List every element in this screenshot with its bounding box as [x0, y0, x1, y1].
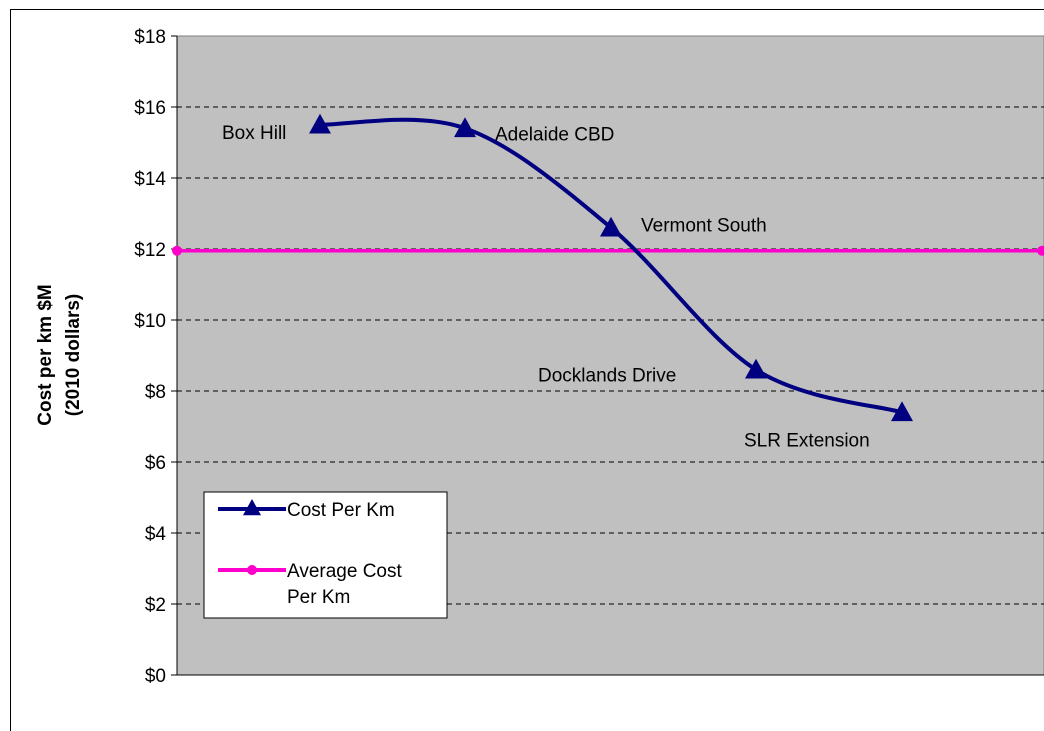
- data-label: Docklands Drive: [538, 366, 676, 387]
- y-axis-label-unit: (2010 dollars): [63, 294, 84, 417]
- y-tick-label: $10: [134, 311, 166, 332]
- y-tick-label: $16: [134, 98, 166, 119]
- cost-per-km-point: [745, 358, 767, 379]
- series-cost-per-km: [309, 113, 913, 422]
- cost-per-km-point: [309, 113, 331, 134]
- y-axis: $0 $2 $4 $6 $8 $10 $12 $14 $16 $18: [134, 27, 1044, 687]
- legend-label-average: Average Cost: [287, 561, 402, 582]
- series-average-cost-per-km: [172, 245, 1044, 256]
- y-tick-label: $12: [134, 240, 166, 261]
- y-tick-label: $4: [145, 524, 167, 545]
- y-tick-label: $0: [145, 666, 166, 687]
- cost-per-km-point: [454, 117, 476, 138]
- data-label: Box Hill: [222, 123, 286, 144]
- y-tick-label: $6: [145, 453, 166, 474]
- gridlines: [177, 106, 1044, 605]
- y-axis-label: Cost per km $M: [35, 284, 56, 425]
- legend: Cost Per Km Average Cost Per Km: [203, 491, 448, 619]
- y-tick-label: $14: [134, 169, 166, 190]
- average-point: [1037, 245, 1044, 256]
- y-tick-label: $8: [145, 382, 166, 403]
- cost-per-km-point: [600, 216, 622, 237]
- y-tick-label: $2: [145, 595, 166, 616]
- legend-marker-average: [247, 565, 257, 575]
- cost-per-km-point: [891, 401, 913, 422]
- data-label: Vermont South: [641, 216, 767, 237]
- legend-label-average-line2: Per Km: [287, 587, 350, 608]
- data-label: SLR Extension: [744, 430, 870, 451]
- legend-marker-cost: [243, 499, 261, 516]
- legend-label-cost: Cost Per Km: [287, 500, 395, 521]
- data-label: Adelaide CBD: [495, 124, 614, 145]
- data-labels: Box Hill Adelaide CBD Vermont South Docklan…: [222, 123, 870, 452]
- average-point: [172, 245, 182, 256]
- y-tick-label: $18: [134, 27, 166, 48]
- chart-frame: [10, 9, 1044, 731]
